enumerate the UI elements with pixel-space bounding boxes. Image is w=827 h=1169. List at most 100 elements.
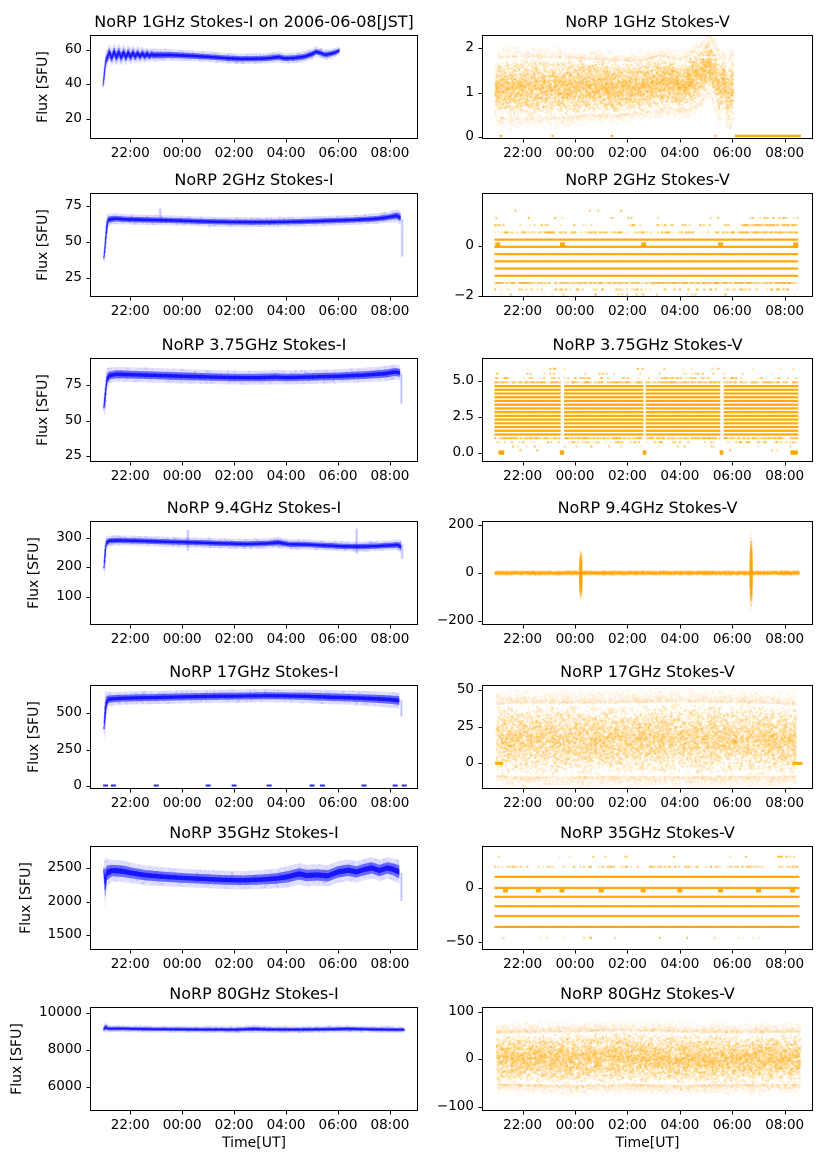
x-tick-label: 04:00: [660, 1117, 700, 1133]
x-tick-label: 22:00: [110, 303, 150, 319]
plot-title: NoRP 9.4GHz Stokes-V: [557, 498, 738, 517]
x-tick-label: 04:00: [266, 631, 306, 647]
x-tick-label: 08:00: [765, 303, 805, 319]
x-tick-label: 04:00: [660, 468, 700, 484]
x-tick-label: 06:00: [318, 795, 358, 811]
plot-title: NoRP 17GHz Stokes-I: [169, 662, 339, 681]
x-tick-label: 22:00: [503, 468, 543, 484]
y-tick-label: 2: [465, 39, 474, 56]
plot-title: NoRP 3.75GHz Stokes-V: [552, 335, 743, 354]
y-tick-label: 2.5: [452, 407, 474, 424]
y-tick-label: 25: [456, 717, 474, 734]
plot-title: NoRP 3.75GHz Stokes-I: [161, 335, 347, 354]
y-tick-label: 75: [64, 197, 82, 213]
x-tick-label: 08:00: [370, 303, 410, 319]
y-tick-label: 500: [56, 704, 82, 721]
plot-title: NoRP 35GHz Stokes-I: [169, 823, 339, 842]
y-tick-label: 60: [64, 41, 82, 58]
y-tick-label: 250: [56, 740, 82, 757]
x-tick-label: 00:00: [555, 956, 595, 972]
x-tick-label: 08:00: [765, 631, 805, 647]
x-tick-label: 04:00: [660, 631, 700, 647]
y-tick-label: 0: [465, 564, 474, 580]
x-tick-label: 06:00: [712, 956, 752, 972]
plot-canvas: [474, 1005, 821, 1119]
x-tick-label: 02:00: [607, 468, 647, 484]
x-tick-label: 06:00: [318, 631, 358, 647]
x-tick-label: 06:00: [318, 956, 358, 972]
y-tick-label: 6000: [47, 1077, 82, 1094]
x-tick-label: 00:00: [162, 145, 202, 161]
y-tick-label: 0.0: [452, 443, 474, 460]
plot-canvas: [82, 683, 426, 797]
y-tick-label: 200: [448, 516, 474, 533]
x-tick-label: 08:00: [765, 145, 805, 161]
plot-title: NoRP 2GHz Stokes-V: [565, 170, 730, 189]
x-tick-label: 00:00: [555, 1117, 595, 1133]
y-tick-label: 5.0: [452, 371, 474, 388]
x-tick-label: 06:00: [712, 1117, 752, 1133]
x-tick-label: 08:00: [370, 145, 410, 161]
x-tick-label: 08:00: [370, 956, 410, 972]
x-tick-label: 02:00: [607, 631, 647, 647]
x-tick-label: 22:00: [110, 1117, 150, 1133]
x-tick-label: 02:00: [607, 956, 647, 972]
x-tick-label: 00:00: [555, 631, 595, 647]
y-tick-label: 2000: [47, 892, 82, 909]
plot-title: NoRP 1GHz Stokes-I on 2006-06-08[JST]: [94, 12, 414, 31]
y-tick-label: 100: [56, 587, 82, 604]
x-tick-label: 06:00: [712, 303, 752, 319]
plot-title: NoRP 80GHz Stokes-V: [560, 984, 735, 1003]
plot-canvas: [474, 844, 821, 958]
y-tick-label: −200: [436, 611, 474, 628]
x-tick-label: 06:00: [712, 795, 752, 811]
x-tick-label: 00:00: [162, 956, 202, 972]
y-tick-label: 8000: [47, 1040, 82, 1057]
x-tick-label: 02:00: [607, 1117, 647, 1133]
plot-canvas: [474, 356, 821, 470]
x-tick-label: 08:00: [370, 1117, 410, 1133]
x-tick-label: 04:00: [266, 303, 306, 319]
x-tick-label: 22:00: [503, 145, 543, 161]
x-tick-label: 00:00: [555, 468, 595, 484]
x-tick-label: 02:00: [214, 1117, 254, 1133]
x-tick-label: 04:00: [660, 795, 700, 811]
y-tick-label: 0: [465, 1050, 474, 1067]
x-tick-label: 22:00: [503, 1117, 543, 1133]
x-tick-label: 08:00: [765, 956, 805, 972]
x-tick-label: 02:00: [214, 303, 254, 319]
y-tick-label: 2500: [47, 859, 82, 876]
x-tick-label: 00:00: [162, 468, 202, 484]
x-tick-label: 22:00: [503, 631, 543, 647]
x-tick-label: 02:00: [607, 795, 647, 811]
y-tick-label: 25: [64, 269, 82, 286]
y-tick-label: 0: [465, 127, 474, 144]
y-tick-label: 0: [465, 879, 474, 896]
plot-canvas: [82, 519, 426, 633]
x-tick-label: 04:00: [266, 1117, 306, 1133]
plot-title: NoRP 80GHz Stokes-I: [169, 984, 339, 1003]
x-tick-label: 06:00: [712, 468, 752, 484]
x-tick-label: 00:00: [555, 795, 595, 811]
x-tick-label: 08:00: [765, 468, 805, 484]
x-tick-label: 02:00: [607, 303, 647, 319]
y-tick-label: 100: [448, 1002, 474, 1019]
plot-canvas: [82, 1005, 426, 1119]
x-tick-label: 04:00: [266, 145, 306, 161]
x-tick-label: 06:00: [318, 468, 358, 484]
y-tick-label: 0: [73, 776, 82, 793]
x-tick-label: 04:00: [660, 303, 700, 319]
y-tick-label: 75: [64, 376, 82, 393]
y-tick-label: 50: [64, 411, 82, 428]
x-tick-label: 22:00: [110, 795, 150, 811]
x-tick-label: 02:00: [214, 795, 254, 811]
x-tick-label: 02:00: [214, 631, 254, 647]
x-tick-label: 04:00: [660, 145, 700, 161]
x-tick-label: 04:00: [266, 956, 306, 972]
y-tick-label: 0: [465, 236, 474, 253]
y-tick-label: 40: [64, 75, 82, 92]
y-tick-label: 10000: [39, 1004, 82, 1021]
x-tick-label: 22:00: [503, 303, 543, 319]
plot-canvas: [82, 191, 426, 305]
